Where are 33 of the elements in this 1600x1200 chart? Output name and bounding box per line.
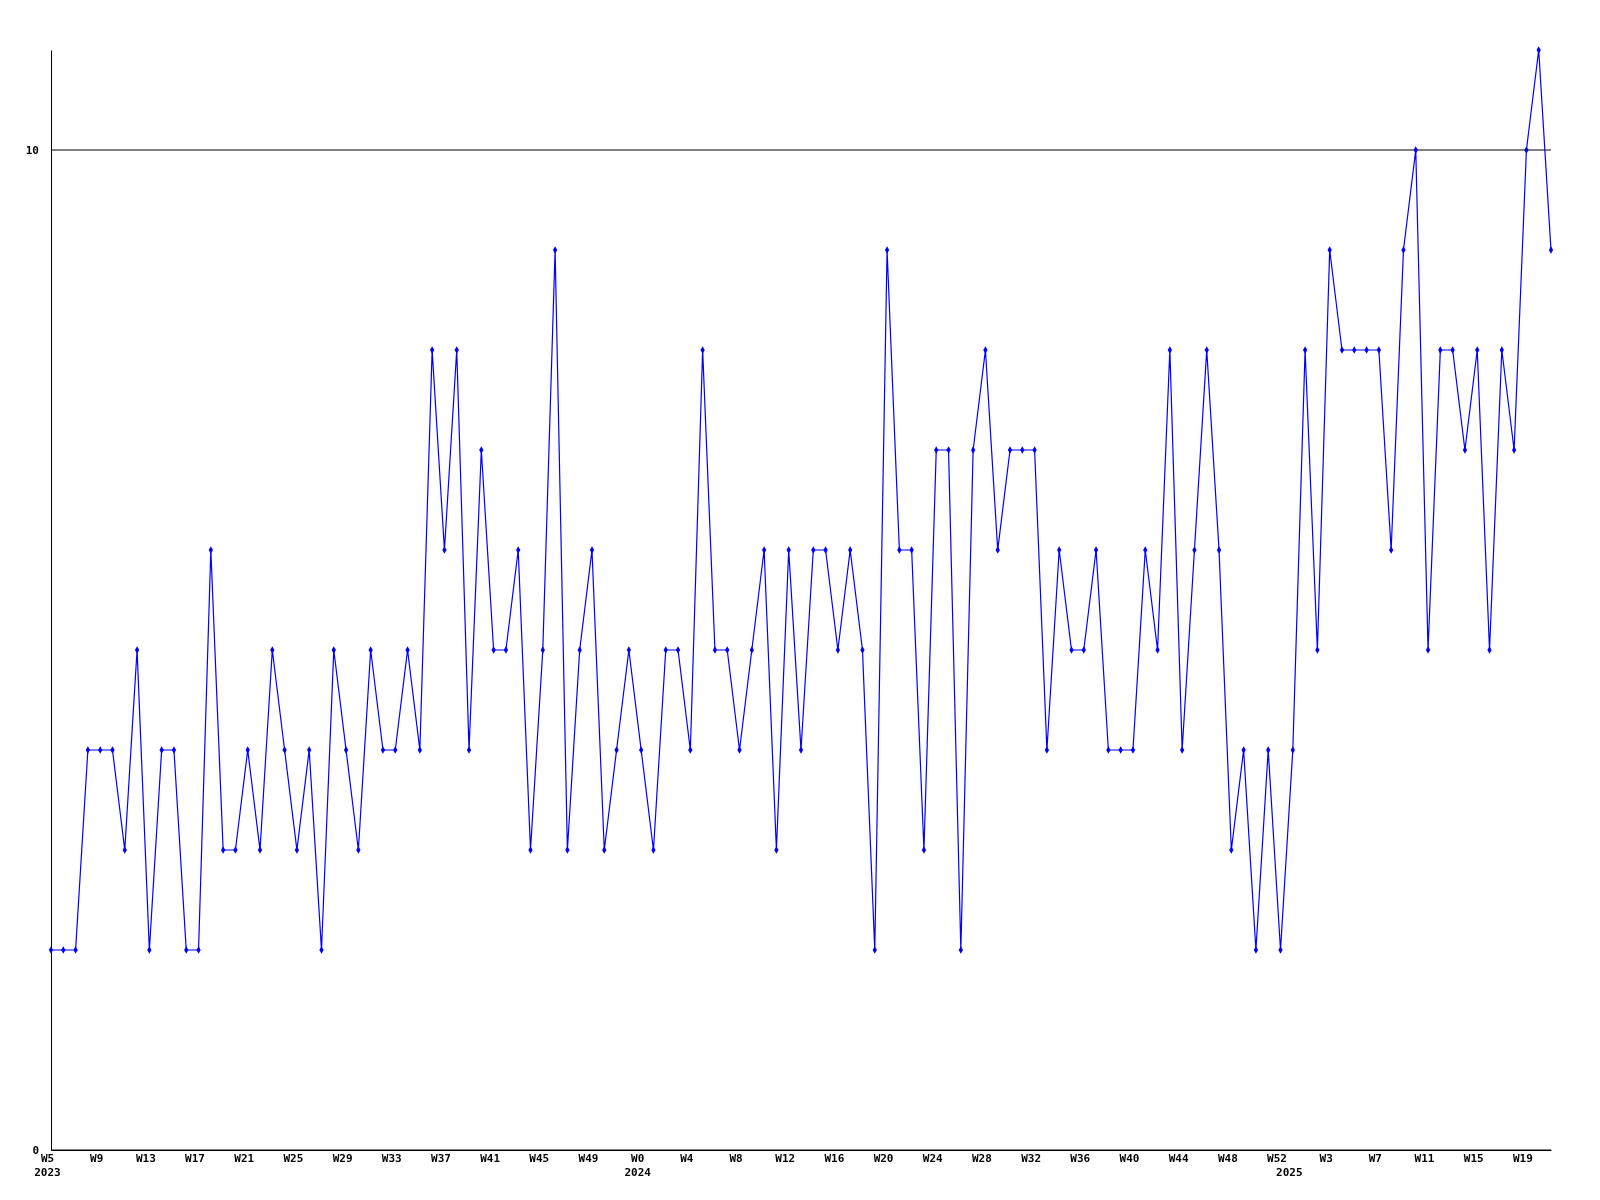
x-tick-label: W44 — [1168, 1152, 1189, 1165]
x-tick-label: W52 — [1267, 1152, 1287, 1165]
x-tick-label: 2025 — [1276, 1166, 1303, 1180]
x-tick-label: W19 — [1512, 1152, 1533, 1165]
x-tick-label: W49 — [578, 1152, 599, 1165]
x-tick-label: W7 — [1368, 1152, 1382, 1165]
x-tick-label: W41 — [480, 1152, 501, 1165]
x-tick-label: W40 — [1119, 1152, 1140, 1165]
x-tick-label: W8 — [729, 1152, 743, 1165]
x-tick-label: W4 — [680, 1152, 694, 1165]
x-tick-label: W12 — [775, 1152, 796, 1165]
x-tick-label: W20 — [873, 1152, 894, 1165]
x-tick-label: W36 — [1070, 1152, 1091, 1165]
x-tick-label: W17 — [185, 1152, 205, 1165]
x-tick-label: W11 — [1414, 1152, 1435, 1165]
x-tick-label: W16 — [824, 1152, 845, 1165]
x-tick-label: W3 — [1319, 1152, 1333, 1165]
x-tick-label: W15 — [1463, 1152, 1484, 1165]
x-tick-label: W33 — [381, 1152, 402, 1165]
x-tick-label: W32 — [1021, 1152, 1042, 1165]
x-tick-label: W25 — [283, 1152, 304, 1165]
y-tick-label: 10 — [25, 144, 39, 158]
y-tick-label: 0 — [32, 1144, 39, 1158]
x-tick-label: W9 — [90, 1152, 104, 1165]
x-tick-label: W0 2024 — [624, 1152, 652, 1180]
x-tick-label: W13 — [135, 1152, 156, 1165]
x-tick-label: W37 — [431, 1152, 451, 1165]
x-tick-label: W45 — [529, 1152, 550, 1165]
x-tick-label: W48 — [1217, 1152, 1238, 1165]
x-tick-label: W24 — [922, 1152, 944, 1165]
x-tick-label: W29 — [332, 1152, 353, 1165]
x-tick-label: W21 — [234, 1152, 255, 1165]
x-tick-label: W28 — [971, 1152, 992, 1165]
